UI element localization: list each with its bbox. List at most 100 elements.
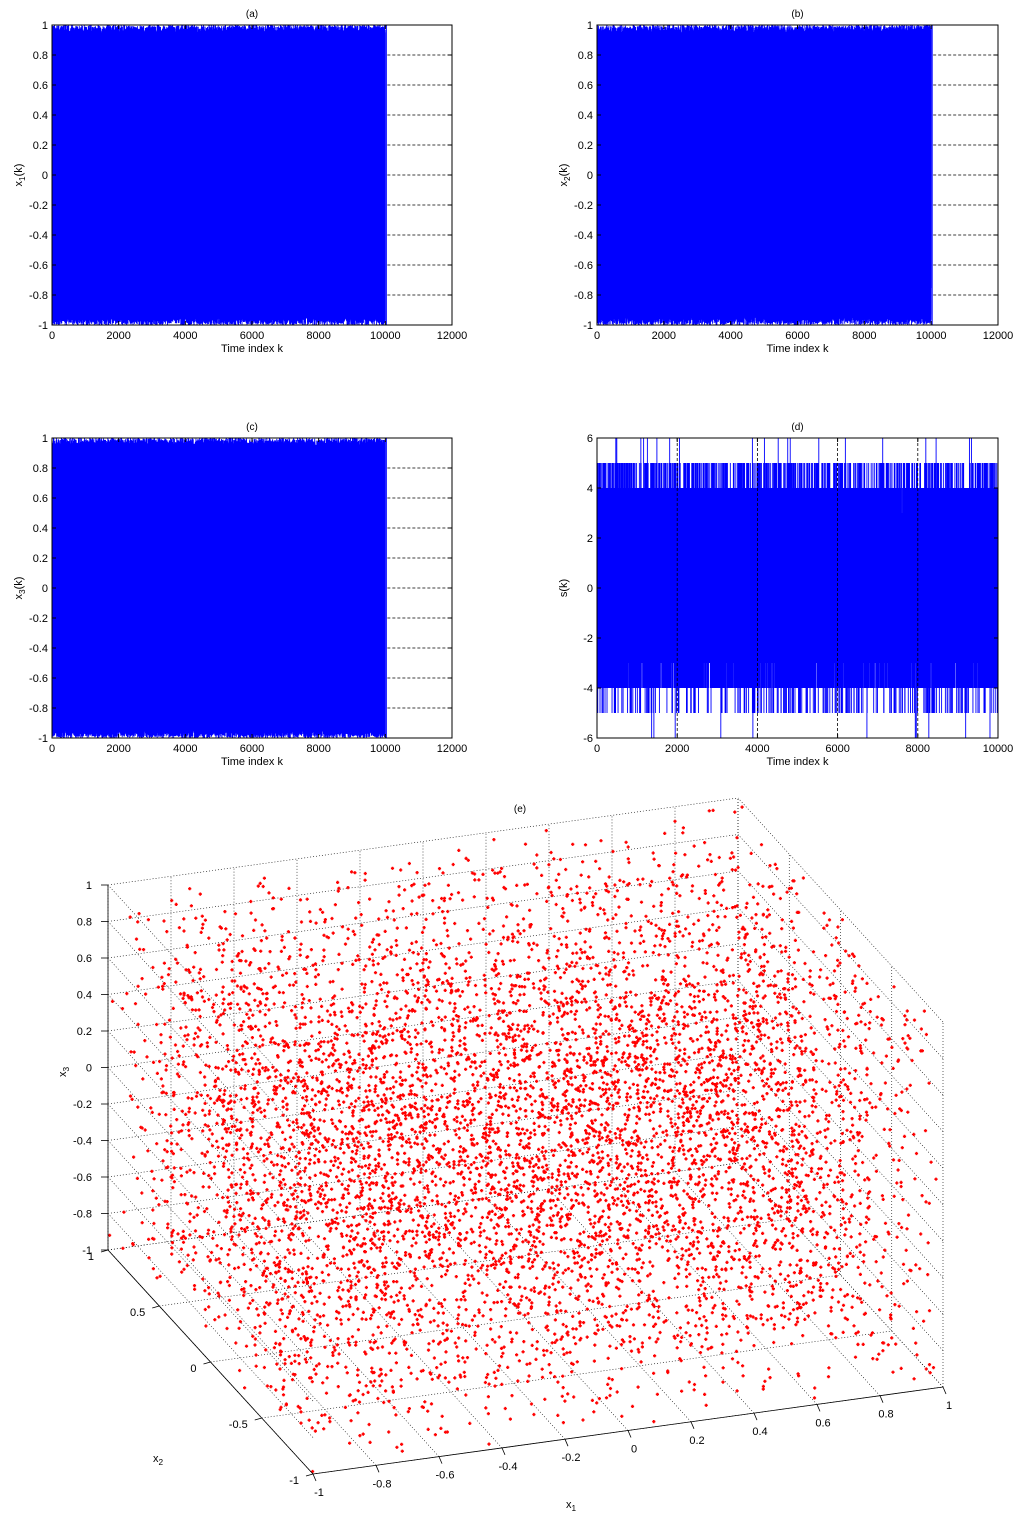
y-tick-label: 0.4 bbox=[33, 110, 48, 122]
y-tick-label: -1 bbox=[583, 320, 593, 332]
x-tick-label: 0 bbox=[631, 1444, 637, 1456]
y-axis-label: x2 bbox=[153, 1453, 164, 1467]
y-tick bbox=[254, 1417, 262, 1421]
x-tick-label: 1 bbox=[946, 1400, 952, 1412]
z-axis-label-main: x bbox=[57, 1071, 69, 1077]
grid-line bbox=[107, 980, 739, 1068]
x-tick-label: 6000 bbox=[785, 330, 809, 342]
x-tick bbox=[312, 1473, 317, 1482]
x-tick bbox=[627, 1430, 632, 1438]
x-tick bbox=[942, 1386, 947, 1395]
grid-line bbox=[359, 1214, 566, 1440]
y-tick bbox=[152, 1305, 160, 1309]
y-tick-label: -2 bbox=[583, 633, 593, 645]
y-tick-label: -1 bbox=[38, 733, 48, 745]
grid-line bbox=[210, 1274, 841, 1363]
grid-line bbox=[107, 943, 739, 1032]
x-tick bbox=[501, 1447, 506, 1456]
y-tick-label: -0.2 bbox=[29, 613, 48, 625]
x-axis-label-sub: 1 bbox=[571, 1504, 576, 1513]
x-tick-label: 0.2 bbox=[689, 1435, 704, 1447]
chart-title: (c) bbox=[246, 422, 258, 433]
y-tick-label: 0.2 bbox=[578, 140, 593, 152]
chart-title: (b) bbox=[791, 9, 803, 20]
x-tick-label: 12000 bbox=[437, 330, 468, 342]
z-tick-label: -1 bbox=[82, 1245, 92, 1257]
x-tick-label: 4000 bbox=[173, 743, 197, 755]
z-tick-label: -0.6 bbox=[73, 1172, 92, 1184]
y-tick-label: 4 bbox=[587, 483, 593, 495]
grid-line bbox=[107, 1089, 739, 1178]
x-tick bbox=[438, 1456, 443, 1464]
y-tick-label: 0 bbox=[42, 583, 48, 595]
chart-title: (e) bbox=[514, 804, 526, 815]
x-tick bbox=[564, 1439, 569, 1447]
y-tick-label: 0 bbox=[587, 583, 593, 595]
y-axis-label-tail: (k) bbox=[558, 164, 570, 177]
x-tick-label: 0.8 bbox=[878, 1409, 893, 1421]
x-tick-label: -0.2 bbox=[562, 1452, 581, 1464]
panel-b: 0 2000 4000 6000 8000 10000 12000 -1 -0.8 -0.6 -0.… bbox=[558, 9, 1013, 355]
x-axis-label: Time index k bbox=[221, 343, 283, 355]
grid-line bbox=[107, 1176, 314, 1402]
y-tick-label: 0.2 bbox=[33, 553, 48, 565]
y-tick-label: -0.4 bbox=[29, 643, 48, 655]
y-tick-label: -6 bbox=[583, 733, 593, 745]
grid-line bbox=[107, 907, 739, 995]
grid-line bbox=[107, 1162, 739, 1251]
panel-c: 0 2000 4000 6000 8000 10000 12000 -1 -0.8 -0.6 -0.… bbox=[13, 422, 467, 768]
grid-line bbox=[107, 1016, 739, 1105]
y-tick-label: -0.2 bbox=[574, 200, 593, 212]
y-tick-label: 0.6 bbox=[33, 80, 48, 92]
y-tick-label: -0.5 bbox=[229, 1419, 248, 1431]
y-tick-label: -0.6 bbox=[574, 260, 593, 272]
signal-trace bbox=[51, 25, 386, 325]
y-tick-label: 0.8 bbox=[33, 463, 48, 475]
y-axis-label-main: x bbox=[13, 593, 25, 599]
x-tick-label: 10000 bbox=[983, 743, 1014, 755]
y-axis-label-tail: (k) bbox=[13, 577, 25, 590]
grid-line bbox=[107, 834, 739, 922]
grid-line bbox=[107, 1126, 739, 1214]
x-tick-label: -0.4 bbox=[499, 1461, 518, 1473]
z-axis-label: x3 bbox=[57, 1067, 71, 1078]
y-tick bbox=[305, 1473, 314, 1477]
chart-title: (d) bbox=[791, 422, 803, 433]
y-axis-label-main: x bbox=[13, 180, 25, 186]
y-tick-label: -0.6 bbox=[29, 260, 48, 272]
z-tick-label: 0.2 bbox=[77, 1026, 92, 1038]
x-tick-label: -0.8 bbox=[373, 1478, 392, 1490]
y-tick-label: 0.8 bbox=[33, 50, 48, 62]
z-tick-label: 0.6 bbox=[77, 953, 92, 965]
x-axis-label-main: x bbox=[566, 1499, 572, 1511]
x-tick-label: 6000 bbox=[240, 330, 264, 342]
x-tick-label: 0 bbox=[594, 330, 600, 342]
z-tick-label: -0.8 bbox=[73, 1209, 92, 1221]
z-tick-label: 0 bbox=[86, 1063, 92, 1075]
grid-line bbox=[107, 921, 314, 1146]
y-tick-label: 0.8 bbox=[578, 50, 593, 62]
y-axis-label: x2(k) bbox=[558, 164, 572, 187]
z-tick-label: -0.4 bbox=[73, 1136, 92, 1148]
y-tick-label: 1 bbox=[42, 433, 48, 445]
y-axis-label-sub: 2 bbox=[563, 176, 572, 181]
z-tick-label: -0.2 bbox=[73, 1099, 92, 1111]
y-axis-label: s(k) bbox=[558, 579, 570, 597]
grid-line bbox=[107, 1053, 739, 1141]
y-tick-label: 0 bbox=[42, 170, 48, 182]
y-tick-label: 6 bbox=[587, 433, 593, 445]
y-axis-label-sub: 3 bbox=[18, 589, 27, 594]
x-tick-label: 12000 bbox=[983, 330, 1014, 342]
x-tick-label: 0.6 bbox=[815, 1417, 830, 1429]
grid-line bbox=[107, 797, 739, 886]
x-tick-label: 2000 bbox=[652, 330, 676, 342]
x-tick-label: 2000 bbox=[106, 743, 130, 755]
x-tick-label: 10000 bbox=[370, 743, 401, 755]
x-tick-label: 12000 bbox=[437, 743, 468, 755]
y-axis-label-sub: 2 bbox=[158, 1458, 163, 1467]
y-tick-label: 0.5 bbox=[130, 1307, 145, 1319]
x-tick bbox=[879, 1395, 884, 1403]
grid-line bbox=[737, 834, 944, 1059]
scatter-points bbox=[108, 805, 938, 1474]
